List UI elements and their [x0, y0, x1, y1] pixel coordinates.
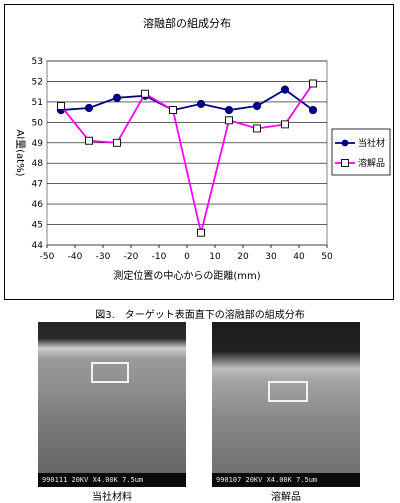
x-tick-label: 20: [237, 252, 249, 262]
legend-box: [331, 128, 391, 176]
data-point: [253, 124, 261, 133]
sem-photo-melted-product: 990107 20KV X4.00K 7.5um: [212, 322, 360, 487]
y-tick-label: 49: [32, 139, 44, 149]
data-point: [225, 116, 233, 125]
sem-photo-our-material: 990111 20KV X4.00K 7.5um: [38, 322, 186, 487]
x-tick-label: -10: [152, 252, 167, 262]
data-point: [196, 99, 206, 109]
chart-frame: 44 45 46 47 48 49 50 51 52 53 -50 -40 -30 -20 -10 0 10 20…: [4, 4, 394, 300]
data-point: [84, 103, 94, 113]
y-axis-label: Al量(at%): [14, 130, 26, 177]
data-point: [280, 85, 290, 94]
y-tick-label: 46: [32, 200, 44, 210]
legend-label: 当社材: [358, 137, 385, 149]
data-point: [112, 93, 122, 102]
legend-marker: [341, 139, 349, 147]
data-point: [309, 79, 317, 88]
y-tick-label: 48: [32, 159, 44, 169]
x-tick-label: 50: [321, 252, 333, 262]
y-tick-label: 44: [32, 241, 44, 251]
figure-caption: 図3. ターゲット表面直下の溶融部の組成分布: [95, 310, 305, 321]
sem-scale-bar: 990107 20KV X4.00K 7.5um: [212, 473, 360, 487]
y-tick-label: 50: [32, 118, 44, 128]
data-point: [141, 89, 149, 98]
y-tick-label: 52: [32, 77, 43, 87]
series-line: [60, 82, 314, 233]
chart-svg: 44 45 46 47 48 49 50 51 52 53 -50 -40 -30 -20 -10 0 10 20…: [14, 16, 391, 282]
x-axis-label: 測定位置の中心からの距離(mm): [113, 269, 260, 282]
data-point: [197, 228, 205, 237]
data-point: [252, 101, 262, 111]
chart-title: 溶融部の組成分布: [143, 16, 231, 30]
y-tick-label: 45: [32, 221, 43, 231]
x-tick-label: 10: [209, 252, 221, 262]
data-point: [57, 102, 65, 110]
analysis-region-box: [91, 362, 129, 383]
data-point: [169, 106, 177, 115]
data-point: [224, 105, 234, 115]
x-tick-label: -50: [40, 252, 55, 262]
x-tick-label: -20: [124, 252, 139, 262]
series-line: [60, 88, 314, 112]
x-tick-label: -40: [68, 252, 83, 262]
y-tick-label: 53: [32, 57, 43, 67]
legend-marker: [341, 159, 349, 167]
photo-label-melted-product: 溶解品: [271, 492, 301, 503]
legend-label: 溶解品: [358, 157, 385, 169]
data-point: [281, 120, 289, 129]
photo-label-our-material: 当社材料: [92, 492, 132, 503]
x-tick-label: 0: [184, 252, 190, 262]
data-point: [308, 105, 318, 115]
x-tick-label: 40: [293, 252, 305, 262]
analysis-region-box: [268, 381, 308, 402]
data-point: [85, 136, 93, 145]
x-tick-label: -30: [96, 252, 111, 262]
x-tick-label: 30: [265, 252, 277, 262]
y-tick-label: 47: [32, 180, 43, 190]
y-tick-label: 51: [32, 98, 43, 108]
data-point: [113, 138, 121, 147]
sem-scale-bar: 990111 20KV X4.00K 7.5um: [38, 473, 186, 487]
